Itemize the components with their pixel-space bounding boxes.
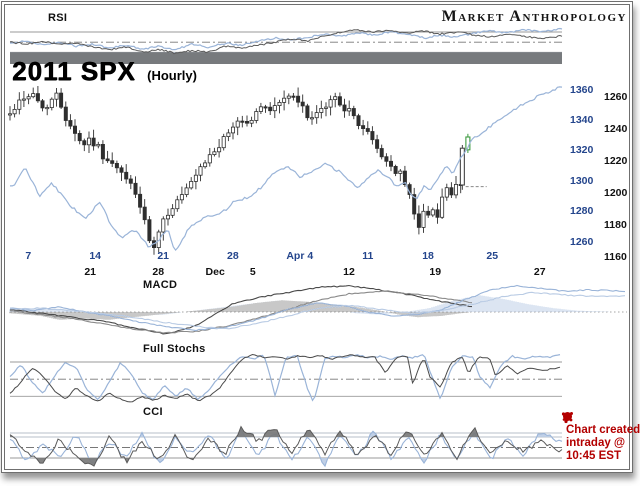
y-tick-blue-1280: 1280 bbox=[570, 205, 594, 218]
chart-title-block: 2011 SPX (Hourly) bbox=[12, 56, 197, 87]
y-tick-black-1180: 1180 bbox=[604, 218, 627, 231]
y-tick-blue-1340: 1340 bbox=[570, 113, 594, 126]
rsi-gray-analog-line bbox=[9, 29, 563, 55]
x-tick-black-28: 28 bbox=[152, 266, 165, 278]
created-note-line2: intraday @ bbox=[566, 437, 626, 449]
x-tick-black-21: 21 bbox=[84, 266, 97, 278]
created-note: Chart created intraday @ 10:45 EST bbox=[566, 424, 640, 463]
y-tick-black-1240: 1240 bbox=[604, 122, 628, 135]
last-candle-body-hollow bbox=[459, 147, 465, 186]
y-tick-black-1160: 1160 bbox=[604, 250, 627, 263]
y-tick-black-1260: 1260 bbox=[604, 90, 628, 103]
rsi-oversold-fill bbox=[10, 52, 562, 64]
price-blue-line-2011 bbox=[10, 86, 563, 252]
x-tick-blue-18: 18 bbox=[422, 250, 434, 262]
y-tick-blue-1360: 1360 bbox=[570, 83, 594, 96]
macd-blue-fast-line bbox=[9, 284, 626, 332]
x-tick-blue-28: 28 bbox=[227, 250, 239, 262]
x-tick-black-19: 19 bbox=[429, 266, 442, 278]
cci-blue-line bbox=[9, 428, 563, 468]
y-tick-black-1200: 1200 bbox=[604, 186, 628, 199]
cci-gray-line bbox=[9, 425, 563, 467]
x-tick-blue-11: 11 bbox=[362, 250, 374, 262]
x-tick-blue-7: 7 bbox=[25, 250, 32, 262]
x-tick-blue-Apr 4: Apr 4 bbox=[286, 250, 314, 262]
stoch-panel-label: Full Stochs bbox=[143, 343, 206, 355]
y-tick-black-1220: 1220 bbox=[604, 154, 628, 167]
x-tick-blue-25: 25 bbox=[486, 250, 499, 262]
x-tick-black-27: 27 bbox=[533, 266, 546, 278]
chart-title-timeframe: (Hourly) bbox=[147, 68, 197, 83]
stoch-blue-line bbox=[9, 354, 561, 402]
y-tick-blue-1260: 1260 bbox=[570, 235, 594, 248]
x-tick-black-5: 5 bbox=[249, 266, 256, 278]
red-splat-icon bbox=[561, 412, 573, 424]
cci-panel-label: CCI bbox=[143, 406, 163, 418]
rsi-panel-label: RSI bbox=[48, 12, 68, 24]
y-tick-blue-1300: 1300 bbox=[570, 174, 594, 187]
macd-blue-slow-line bbox=[9, 291, 626, 330]
chart-title: 2011 SPX bbox=[12, 56, 136, 86]
brand-wordmark: Market Anthropology bbox=[441, 8, 627, 25]
macd-hist-gray bbox=[9, 300, 469, 320]
candlestick-series bbox=[7, 86, 463, 255]
macd-panel-label: MACD bbox=[143, 279, 178, 291]
x-tick-black-Dec: Dec bbox=[205, 266, 225, 278]
x-tick-black-12: 12 bbox=[343, 266, 355, 278]
created-note-line1: Chart created bbox=[566, 424, 640, 436]
x-tick-blue-21: 21 bbox=[157, 250, 170, 262]
cci-gray-oversold-fill bbox=[35, 458, 458, 466]
x-tick-blue-14: 14 bbox=[89, 250, 101, 262]
created-note-line3: 10:45 EST bbox=[566, 450, 621, 462]
y-tick-blue-1320: 1320 bbox=[570, 144, 594, 157]
macd-gray-slow-line bbox=[9, 290, 473, 334]
stoch-gray-line bbox=[9, 353, 561, 403]
